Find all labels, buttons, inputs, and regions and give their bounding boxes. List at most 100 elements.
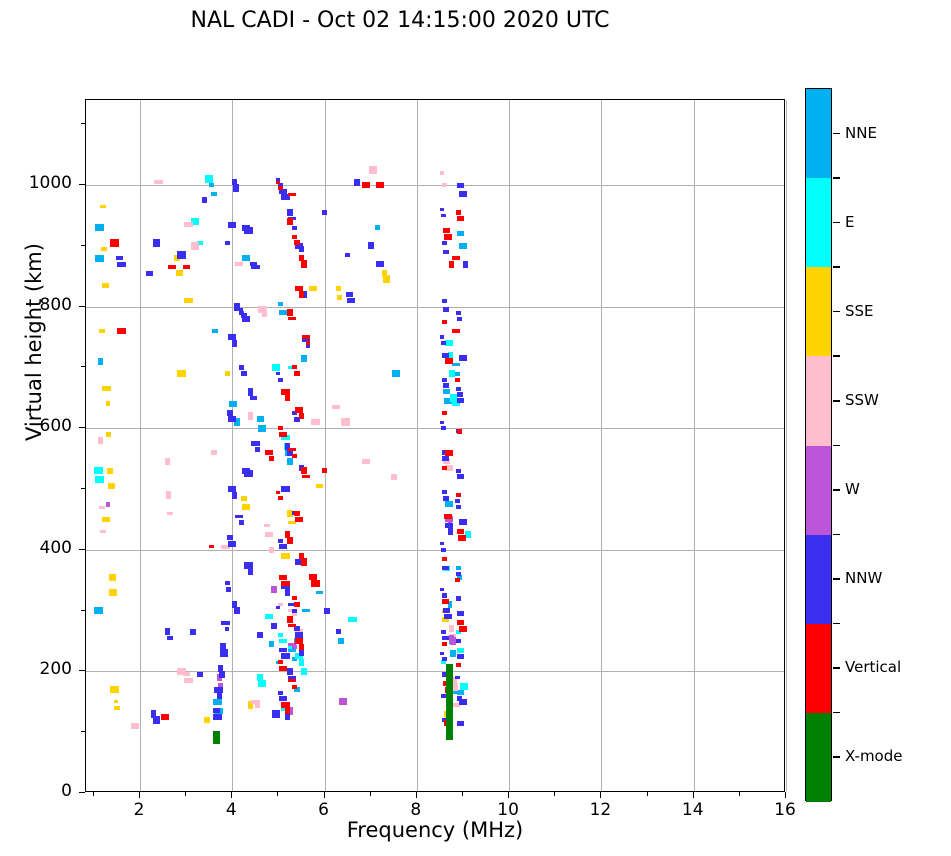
gridline-vertical: [693, 100, 695, 791]
data-point: [213, 699, 222, 705]
data-point: [451, 329, 461, 333]
data-point: [457, 398, 464, 404]
data-point: [115, 255, 123, 261]
data-point: [455, 210, 461, 215]
data-point: [445, 732, 453, 741]
gridline-vertical: [601, 100, 603, 791]
data-point: [152, 716, 160, 724]
gridline-horizontal: [86, 185, 784, 187]
data-point: [442, 672, 449, 677]
data-point: [220, 649, 228, 658]
x-axis-tick-label: 10: [497, 800, 519, 820]
data-point: [444, 398, 453, 404]
data-point: [228, 334, 237, 341]
data-point: [455, 499, 460, 504]
data-point: [108, 573, 116, 581]
x-axis-minor-tick: [185, 792, 187, 796]
data-point: [445, 681, 453, 690]
data-point: [456, 392, 463, 398]
data-point: [302, 609, 310, 613]
x-axis-minor-tick: [369, 792, 371, 796]
colorbar-segment-vertical: [806, 623, 831, 713]
data-point: [440, 542, 445, 546]
data-point: [225, 371, 231, 376]
data-point: [444, 522, 454, 529]
data-point: [225, 581, 231, 586]
data-point: [336, 285, 341, 291]
data-point: [440, 587, 445, 592]
data-point: [165, 491, 172, 499]
data-point: [376, 261, 384, 267]
data-point: [441, 213, 447, 218]
data-point: [299, 649, 304, 657]
data-point: [256, 631, 264, 639]
data-point: [288, 520, 297, 525]
data-point: [444, 449, 454, 456]
data-point: [374, 225, 381, 230]
colorbar-boundary-tick: [833, 711, 840, 714]
data-point: [285, 531, 291, 538]
data-point: [457, 529, 464, 535]
data-point: [228, 486, 237, 493]
data-point: [285, 589, 291, 596]
data-point: [110, 239, 120, 247]
data-point: [285, 713, 291, 721]
x-axis-tick-label: 8: [410, 800, 422, 820]
data-point: [450, 682, 459, 691]
colorbar-tick-label: W: [845, 480, 860, 499]
data-point: [99, 505, 105, 509]
data-point: [445, 677, 453, 686]
data-point: [390, 474, 398, 480]
data-point: [445, 668, 453, 677]
data-point: [182, 672, 190, 677]
data-point: [458, 191, 467, 198]
data-point: [458, 698, 467, 705]
data-point: [450, 394, 458, 402]
data-point: [98, 357, 104, 366]
data-point: [107, 467, 113, 474]
data-point: [228, 400, 238, 408]
data-point: [444, 358, 454, 365]
data-point: [263, 523, 270, 528]
data-point: [258, 424, 267, 432]
data-point: [442, 495, 450, 501]
data-point: [211, 450, 217, 455]
data-point: [235, 262, 243, 266]
data-point: [443, 389, 451, 395]
y-axis-tick-label: 0: [61, 781, 72, 801]
data-point: [224, 626, 229, 631]
data-point: [293, 602, 301, 607]
data-point: [242, 504, 250, 511]
data-point: [302, 338, 310, 342]
data-point: [292, 611, 297, 616]
y-axis-tick-label: 200: [39, 659, 72, 680]
x-axis-minor-tick: [738, 792, 740, 796]
data-point: [265, 450, 274, 455]
data-point: [457, 620, 464, 626]
colorbar-boundary-tick: [833, 444, 840, 447]
data-point: [444, 464, 454, 471]
data-point: [217, 683, 223, 690]
data-point: [299, 291, 304, 298]
data-point: [244, 561, 253, 569]
data-point: [455, 371, 460, 376]
colorbar-segment-nne: [806, 89, 831, 179]
data-point: [262, 308, 267, 317]
data-point: [295, 407, 304, 413]
colorbar-boundary-tick: [833, 355, 840, 357]
data-point: [165, 458, 170, 466]
x-axis-tick: [138, 792, 140, 798]
data-point: [281, 583, 290, 590]
data-point: [442, 635, 449, 641]
data-point: [449, 637, 456, 645]
colorbar-tick: [833, 399, 840, 402]
data-point: [444, 613, 453, 620]
data-point: [293, 687, 301, 693]
x-axis-tick: [323, 792, 325, 798]
data-point: [449, 649, 456, 657]
data-point: [299, 659, 304, 666]
data-point: [281, 653, 290, 659]
data-point: [117, 328, 126, 334]
data-point: [191, 242, 200, 250]
colorbar-boundary-tick: [833, 622, 840, 625]
